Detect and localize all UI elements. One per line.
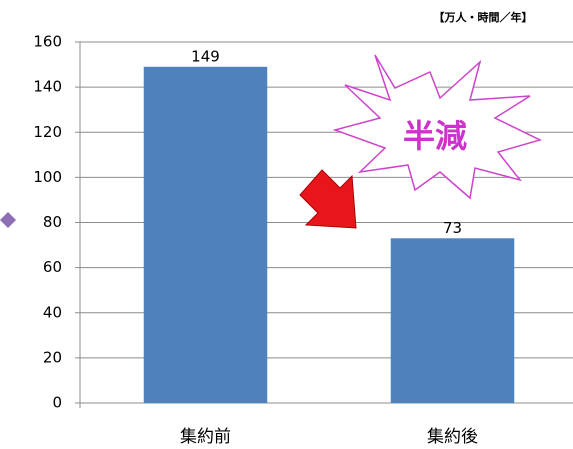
- annotation: 半減: [403, 117, 467, 155]
- y-tick-label: 120: [33, 123, 62, 141]
- y-tick-label: 100: [33, 168, 62, 186]
- arrow: [299, 169, 357, 229]
- y-tick-label: 60: [43, 258, 62, 276]
- edge-decoration: [0, 212, 16, 228]
- y-tick-label: 160: [33, 33, 62, 51]
- y-tick-label: 140: [33, 78, 62, 96]
- unit-label: 【万人・時間／年】: [434, 10, 533, 24]
- y-tick-label: 80: [43, 213, 62, 231]
- y-tick-label: 20: [43, 348, 62, 366]
- bar: [390, 238, 515, 403]
- bar: [143, 66, 268, 403]
- data-label: 149: [191, 47, 220, 65]
- x-tick-label: 集約前: [180, 427, 231, 447]
- x-tick-label: 集約後: [427, 427, 478, 447]
- data-label: 73: [443, 219, 462, 237]
- y-tick-label: 40: [43, 303, 62, 321]
- starburst: [332, 54, 543, 200]
- y-tick-label: 0: [52, 394, 62, 412]
- plot-area: 0 20 40 60 80 100 120 140 160 集約前 149 集約後 73: [33, 33, 573, 447]
